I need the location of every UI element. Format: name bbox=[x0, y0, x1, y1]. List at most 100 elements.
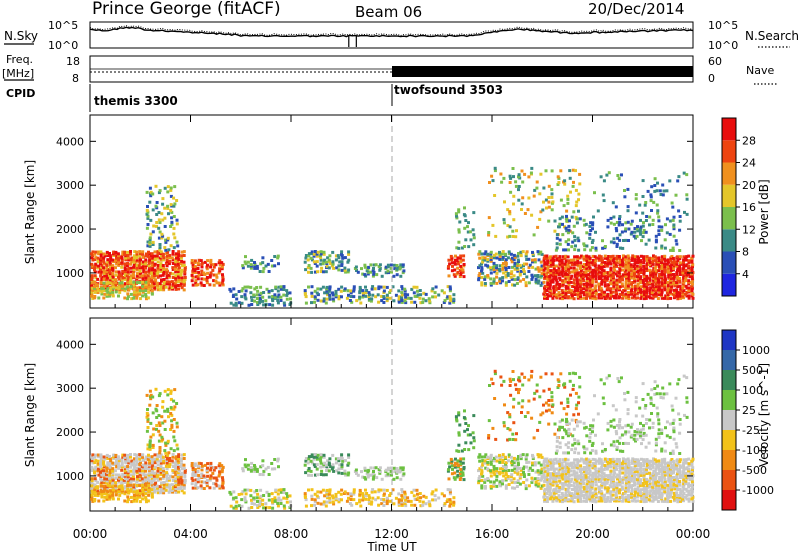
velocity-cell bbox=[548, 388, 551, 391]
power-cell bbox=[337, 288, 340, 291]
velocity-cell bbox=[147, 484, 150, 487]
power-cell bbox=[663, 255, 666, 258]
power-cell bbox=[653, 184, 656, 187]
velocity-cell bbox=[340, 493, 343, 496]
velocity-cell bbox=[102, 469, 105, 472]
velocity-cell bbox=[357, 474, 360, 477]
power-cell bbox=[164, 249, 167, 252]
power-cell bbox=[130, 293, 133, 296]
power-cell bbox=[591, 289, 594, 292]
power-cell bbox=[349, 299, 352, 302]
power-cell bbox=[375, 273, 378, 276]
velocity-cell bbox=[374, 498, 377, 501]
power-cell bbox=[355, 299, 358, 302]
power-cell bbox=[448, 262, 451, 265]
power-cell bbox=[264, 299, 267, 302]
power-cell bbox=[648, 223, 651, 226]
velocity-cell bbox=[163, 410, 166, 413]
power-cell bbox=[519, 264, 522, 267]
velocity-cell bbox=[208, 486, 211, 489]
velocity-cell bbox=[489, 469, 492, 472]
velocity-cell bbox=[407, 500, 410, 503]
velocity-cell bbox=[570, 478, 573, 481]
power-cell bbox=[652, 219, 655, 222]
power-cell bbox=[201, 262, 204, 265]
velocity-cell bbox=[311, 498, 314, 501]
power-cell bbox=[470, 238, 473, 241]
velocity-cell bbox=[537, 469, 540, 472]
velocity-cell bbox=[418, 500, 421, 503]
power-cell bbox=[108, 252, 111, 255]
velocity-cell bbox=[241, 467, 244, 470]
velocity-cell bbox=[172, 400, 175, 403]
power-cell bbox=[539, 251, 542, 254]
velocity-cell bbox=[150, 488, 153, 491]
power-cell bbox=[509, 225, 512, 228]
velocity-cell bbox=[253, 503, 256, 506]
velocity-cell bbox=[165, 489, 168, 492]
velocity-cell bbox=[108, 455, 111, 458]
power-cell bbox=[214, 263, 217, 266]
power-cell bbox=[534, 258, 537, 261]
power-cell bbox=[418, 297, 421, 300]
velocity-cell bbox=[573, 461, 576, 464]
power-cell bbox=[502, 250, 505, 253]
power-cell bbox=[457, 241, 460, 244]
power-cell bbox=[484, 256, 487, 259]
velocity-cell bbox=[395, 497, 398, 500]
power-cell bbox=[100, 282, 103, 285]
power-cell bbox=[633, 291, 636, 294]
velocity-cell bbox=[320, 470, 323, 473]
power-cell bbox=[513, 254, 516, 257]
power-cell bbox=[686, 198, 689, 201]
power-cell bbox=[542, 187, 545, 190]
power-cell bbox=[173, 185, 176, 188]
velocity-cell bbox=[503, 403, 506, 406]
velocity-cell bbox=[218, 485, 221, 488]
velocity-cell bbox=[495, 467, 498, 470]
power-cell bbox=[658, 233, 661, 236]
velocity-cell bbox=[194, 462, 197, 465]
velocity-cell bbox=[558, 486, 561, 489]
velocity-cell bbox=[396, 467, 399, 470]
power-cell bbox=[657, 229, 660, 232]
power-cell bbox=[91, 274, 94, 277]
velocity-cell bbox=[578, 376, 581, 379]
velocity-cell bbox=[512, 421, 515, 424]
velocity-cell bbox=[323, 454, 326, 457]
velocity-cell bbox=[570, 492, 573, 495]
velocity-cell bbox=[209, 462, 212, 465]
power-cell bbox=[572, 210, 575, 213]
power-cell bbox=[609, 287, 612, 290]
colorbar-tick-label: 24 bbox=[742, 157, 756, 170]
power-cell bbox=[118, 291, 121, 294]
power-cell bbox=[608, 171, 611, 174]
power-cell bbox=[268, 296, 271, 299]
power-cell bbox=[612, 291, 615, 294]
velocity-cell bbox=[164, 452, 167, 455]
power-cell bbox=[138, 250, 141, 253]
power-cell bbox=[344, 287, 347, 290]
velocity-cell bbox=[112, 488, 115, 491]
power-cell bbox=[126, 262, 129, 265]
velocity-cell bbox=[127, 498, 130, 501]
power-cell bbox=[492, 179, 495, 182]
velocity-cell bbox=[473, 439, 476, 442]
power-cell bbox=[159, 288, 162, 291]
power-cell bbox=[516, 282, 519, 285]
velocity-cell bbox=[172, 436, 175, 439]
power-cell bbox=[638, 204, 641, 207]
power-cell bbox=[215, 274, 218, 277]
power-cell bbox=[93, 295, 96, 298]
power-cell bbox=[502, 177, 505, 180]
power-cell bbox=[183, 288, 186, 291]
velocity-cell bbox=[392, 502, 395, 505]
power-cell bbox=[310, 292, 313, 295]
velocity-cell bbox=[431, 490, 434, 493]
power-cell bbox=[676, 179, 679, 182]
power-cell bbox=[540, 261, 543, 264]
power-cell bbox=[211, 269, 214, 272]
power-cell bbox=[129, 253, 132, 256]
power-cell bbox=[218, 282, 221, 285]
power-cell bbox=[147, 296, 150, 299]
